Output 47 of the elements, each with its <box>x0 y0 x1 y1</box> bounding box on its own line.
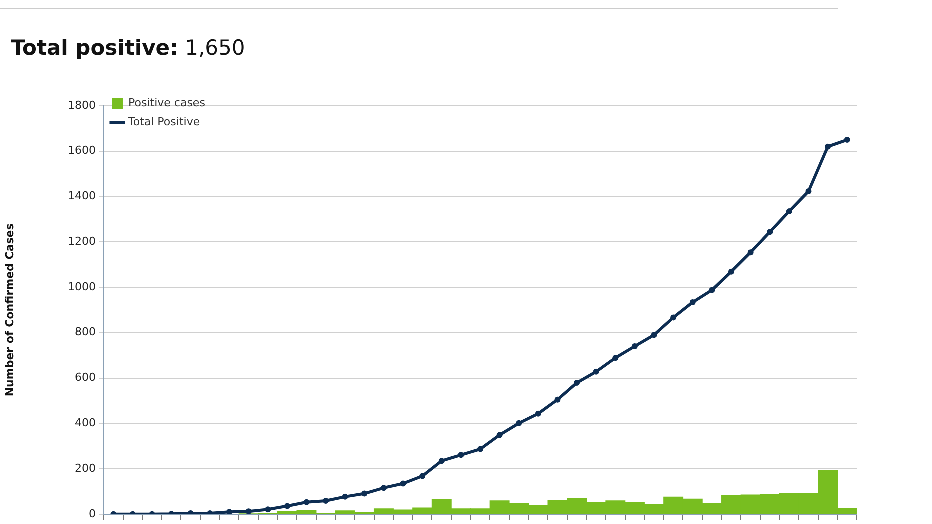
point <box>651 332 658 338</box>
point <box>670 314 677 321</box>
point <box>420 473 426 480</box>
point <box>380 485 387 492</box>
point <box>728 268 734 275</box>
point <box>496 432 503 438</box>
point <box>400 480 406 487</box>
point <box>342 494 348 500</box>
point <box>304 499 310 506</box>
y-tick-label: 800 <box>75 326 96 339</box>
point <box>786 208 792 215</box>
point <box>593 368 600 375</box>
point <box>690 299 696 306</box>
y-tick-label: 400 <box>75 416 96 430</box>
point <box>362 490 368 497</box>
y-tick-label: 1800 <box>68 98 96 112</box>
y-tick-label: 1600 <box>68 144 96 158</box>
point <box>574 380 580 386</box>
point <box>806 188 812 195</box>
chart-title: Total positive: 1,650 <box>11 36 246 60</box>
point <box>516 420 522 426</box>
legend-label: Total Positive <box>128 115 200 128</box>
point <box>612 355 619 362</box>
point <box>748 250 754 256</box>
point <box>632 344 638 350</box>
y-tick-label: 0 <box>89 507 96 520</box>
point <box>709 287 716 294</box>
point <box>767 229 774 236</box>
y-tick-label: 200 <box>75 462 96 475</box>
legend-label: Positive cases <box>128 96 206 110</box>
point <box>458 452 464 458</box>
y-tick-label: 1000 <box>68 280 96 294</box>
point <box>226 509 232 514</box>
y-tick-label: 1200 <box>68 234 96 248</box>
point <box>844 137 850 144</box>
point <box>535 410 542 417</box>
point <box>825 144 832 150</box>
point <box>554 396 561 403</box>
point <box>284 503 290 510</box>
y-tick-label: 600 <box>75 371 96 384</box>
point <box>246 508 252 514</box>
y-tick-label: 1400 <box>68 190 96 203</box>
point <box>265 506 272 513</box>
point <box>438 458 445 464</box>
y-axis-title: Number of Confirmed Cases <box>3 223 16 397</box>
point <box>323 498 330 504</box>
point <box>478 446 484 452</box>
